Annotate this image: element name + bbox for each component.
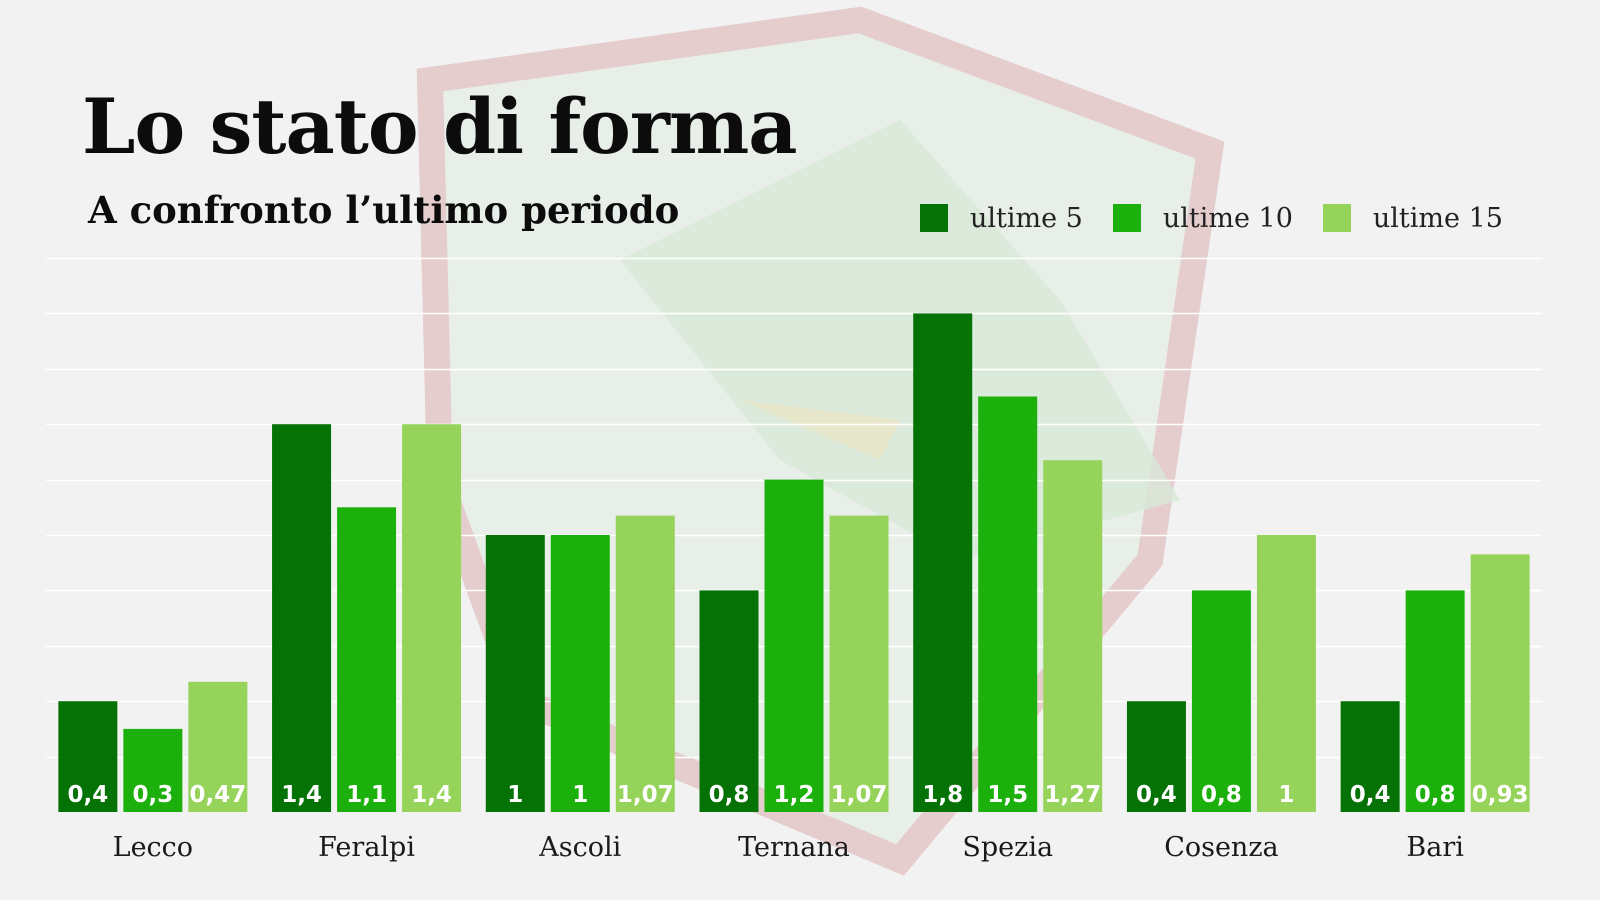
bar-value-label: 0,8	[1415, 782, 1456, 808]
bar-value-label: 0,8	[1201, 782, 1242, 808]
legend-item-ultime-15: ultime 15	[1322, 202, 1503, 234]
bar-feralpi-ultime-5	[272, 424, 332, 812]
category-label: Spezia	[962, 832, 1053, 863]
bar-value-label: 0,4	[1350, 782, 1391, 808]
bar-value-label: 0,93	[1472, 782, 1529, 808]
legend-swatch-ultime-10	[1112, 204, 1141, 232]
bar-spezia-ultime-10	[978, 396, 1038, 812]
bar-value-label: 1,5	[987, 782, 1028, 808]
legend-label-ultime-10: ultime 10	[1162, 202, 1293, 234]
bar-feralpi-ultime-15	[402, 424, 462, 812]
bar-bari-ultime-15	[1470, 554, 1530, 812]
bar-value-label: 1	[507, 782, 523, 808]
bar-ascoli-ultime-5	[485, 535, 545, 812]
chart-title: Lo stato di forma	[82, 82, 798, 171]
bar-value-label: 0,3	[132, 782, 173, 808]
bar-ternana-ultime-5	[699, 590, 759, 812]
category-label: Ternana	[738, 832, 850, 863]
bar-value-label: 1,1	[346, 782, 387, 808]
bar-lecco-ultime-10	[123, 728, 183, 812]
legend-item-ultime-5: ultime 5	[920, 203, 1083, 234]
bar-value-label: 0,4	[1136, 782, 1177, 808]
bar-ascoli-ultime-15	[615, 515, 675, 812]
bar-value-label: 1,27	[1044, 782, 1101, 808]
category-label: Feralpi	[318, 832, 415, 863]
bar-value-label: 1	[572, 782, 588, 808]
chart-subtitle: A confronto l’ultimo periodo	[88, 188, 680, 232]
bar-cosenza-ultime-5	[1126, 701, 1186, 812]
category-label: Bari	[1406, 832, 1464, 863]
bar-feralpi-ultime-10	[337, 507, 397, 812]
bar-value-label: 1,8	[922, 782, 963, 808]
bar-value-label: 1,07	[617, 782, 674, 808]
category-label: Lecco	[113, 832, 193, 863]
bar-value-label: 0,47	[189, 782, 246, 808]
legend-swatch-ultime-5	[920, 204, 948, 232]
bar-spezia-ultime-15	[1043, 460, 1103, 812]
legend-swatch-ultime-15	[1322, 204, 1351, 232]
chart-legend: ultime 5 ultime 10 ultime 15	[920, 200, 1503, 236]
bar-spezia-ultime-5	[913, 313, 973, 812]
bar-cosenza-ultime-15	[1256, 535, 1316, 812]
bar-ascoli-ultime-10	[550, 535, 610, 812]
bar-cosenza-ultime-10	[1191, 590, 1251, 812]
bar-value-label: 1,4	[281, 782, 322, 808]
legend-label-ultime-5: ultime 5	[970, 202, 1083, 234]
bar-value-label: 1,07	[831, 782, 888, 808]
category-label: Cosenza	[1164, 832, 1278, 863]
bar-lecco-ultime-5	[58, 701, 118, 812]
bar-value-label: 0,4	[67, 782, 108, 808]
bar-value-label: 0,8	[709, 782, 750, 808]
bar-bari-ultime-5	[1340, 701, 1400, 812]
bar-ternana-ultime-15	[829, 515, 889, 812]
bar-value-label: 1,4	[411, 782, 452, 808]
bar-value-label: 1,2	[774, 782, 815, 808]
bar-lecco-ultime-15	[188, 681, 248, 812]
bar-ternana-ultime-10	[764, 479, 824, 812]
bar-value-label: 1	[1278, 782, 1294, 808]
legend-label-ultime-15: ultime 15	[1372, 202, 1503, 234]
legend-item-ultime-10: ultime 10	[1112, 202, 1293, 234]
bar-bari-ultime-10	[1405, 590, 1465, 812]
category-label: Ascoli	[538, 832, 621, 863]
